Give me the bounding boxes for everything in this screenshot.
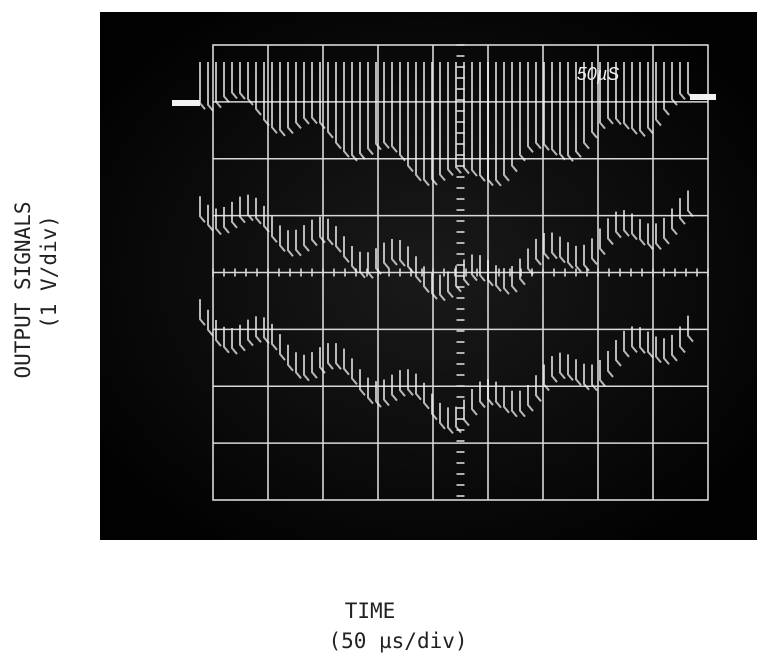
x-axis-label: TIME [345, 599, 396, 623]
scope-photo [100, 12, 757, 540]
page: 50µS OUTPUT SIGNALS (1 V/div) TIME (50 µ… [0, 0, 757, 665]
y-axis-label: OUTPUT SIGNALS [11, 201, 35, 378]
figure: 50µS OUTPUT SIGNALS (1 V/div) TIME (50 µ… [0, 0, 757, 665]
screen-label: 50µS [577, 64, 619, 84]
x-axis-unit: (50 µs/div) [328, 629, 467, 653]
y-axis-unit: (1 V/div) [37, 215, 61, 329]
